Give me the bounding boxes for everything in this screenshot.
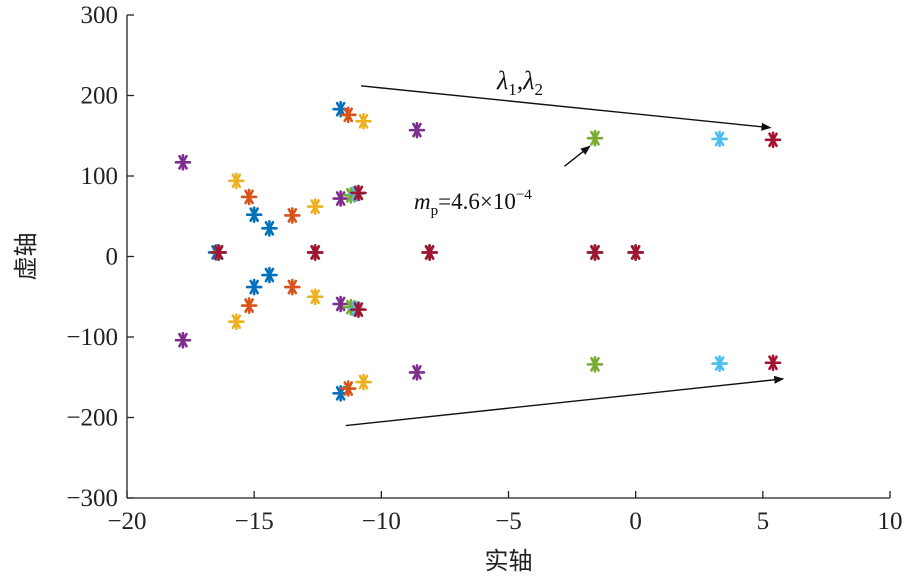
y-tick-label: −100 [66, 324, 118, 351]
pole-marker [350, 301, 367, 318]
pole-marker [306, 198, 324, 215]
y-tick-label: −300 [66, 485, 118, 512]
lambda-annotation: λ1,λ2 [496, 66, 543, 99]
mp-subscript: p [431, 203, 439, 219]
pole-marker [284, 207, 301, 224]
pole-marker [764, 354, 782, 372]
pole-marker [408, 121, 426, 139]
x-tick-label: −10 [362, 508, 401, 535]
annotations: λ1,λ2 mp=4.6×10−4 [345, 66, 785, 427]
mp-exponent: −4 [516, 187, 532, 203]
lambda-1-symbol: λ [496, 66, 508, 95]
pole-marker [627, 244, 644, 261]
pole-marker [306, 288, 324, 306]
pole-marker [174, 154, 192, 171]
lambda-2-subscript: 2 [535, 80, 544, 99]
pole-marker [586, 356, 604, 373]
pole-marker [228, 313, 245, 331]
lambda-arrow-upper [360, 85, 772, 131]
mp-annotation: mp=4.6×10−4 [414, 187, 532, 219]
pole-marker [284, 278, 301, 296]
mp-value: =4.6×10 [438, 189, 516, 214]
pole-marker [245, 206, 263, 223]
pole-marker [228, 172, 245, 190]
pole-marker [332, 190, 349, 207]
lambda-2-symbol: λ [522, 66, 534, 95]
pole-marker [421, 244, 438, 261]
mp-arrow [564, 145, 591, 167]
pole-marker [711, 130, 728, 148]
pole-marker [245, 278, 263, 296]
lambda-1-subscript: 1 [508, 80, 517, 99]
lambda-separator: , [517, 66, 524, 95]
pole-marker [586, 129, 604, 147]
pole-marker [711, 355, 728, 372]
data-points [174, 100, 782, 402]
pole-marker [240, 188, 258, 206]
y-axis-label: 虚轴 [12, 233, 40, 281]
pole-marker [408, 364, 426, 381]
x-tick-label: 10 [878, 508, 903, 535]
y-tick-label: −200 [66, 405, 118, 432]
x-axis-label: 实轴 [485, 547, 533, 575]
y-tick-label: 300 [81, 2, 119, 29]
pole-marker [339, 380, 357, 397]
y-tick-label: 200 [81, 83, 119, 110]
pole-marker [261, 266, 278, 284]
lambda-arrow-lower [345, 375, 785, 427]
pole-marker [210, 244, 227, 261]
x-tick-label: −20 [107, 508, 146, 535]
x-tick-label: −15 [235, 508, 274, 535]
y-tick-label: 100 [81, 163, 119, 190]
pole-marker [764, 131, 782, 149]
x-ticks: −20 −15 −10 −5 0 5 10 [107, 491, 903, 535]
pole-marker [355, 112, 372, 130]
pole-marker [240, 297, 258, 314]
pole-marker [339, 106, 357, 124]
pole-marker [586, 244, 604, 261]
pole-marker [261, 220, 278, 237]
x-tick-label: 0 [629, 508, 642, 535]
x-tick-label: −5 [495, 508, 522, 535]
pole-marker [355, 373, 372, 391]
pole-marker [350, 184, 367, 202]
mp-variable: m [414, 189, 431, 214]
pole-marker [306, 244, 324, 261]
x-tick-label: 5 [757, 508, 770, 535]
pole-marker [174, 331, 192, 349]
y-tick-label: 0 [106, 244, 119, 271]
y-ticks: −300 −200 −100 0 100 200 300 [66, 2, 134, 512]
pole-marker [332, 295, 349, 313]
